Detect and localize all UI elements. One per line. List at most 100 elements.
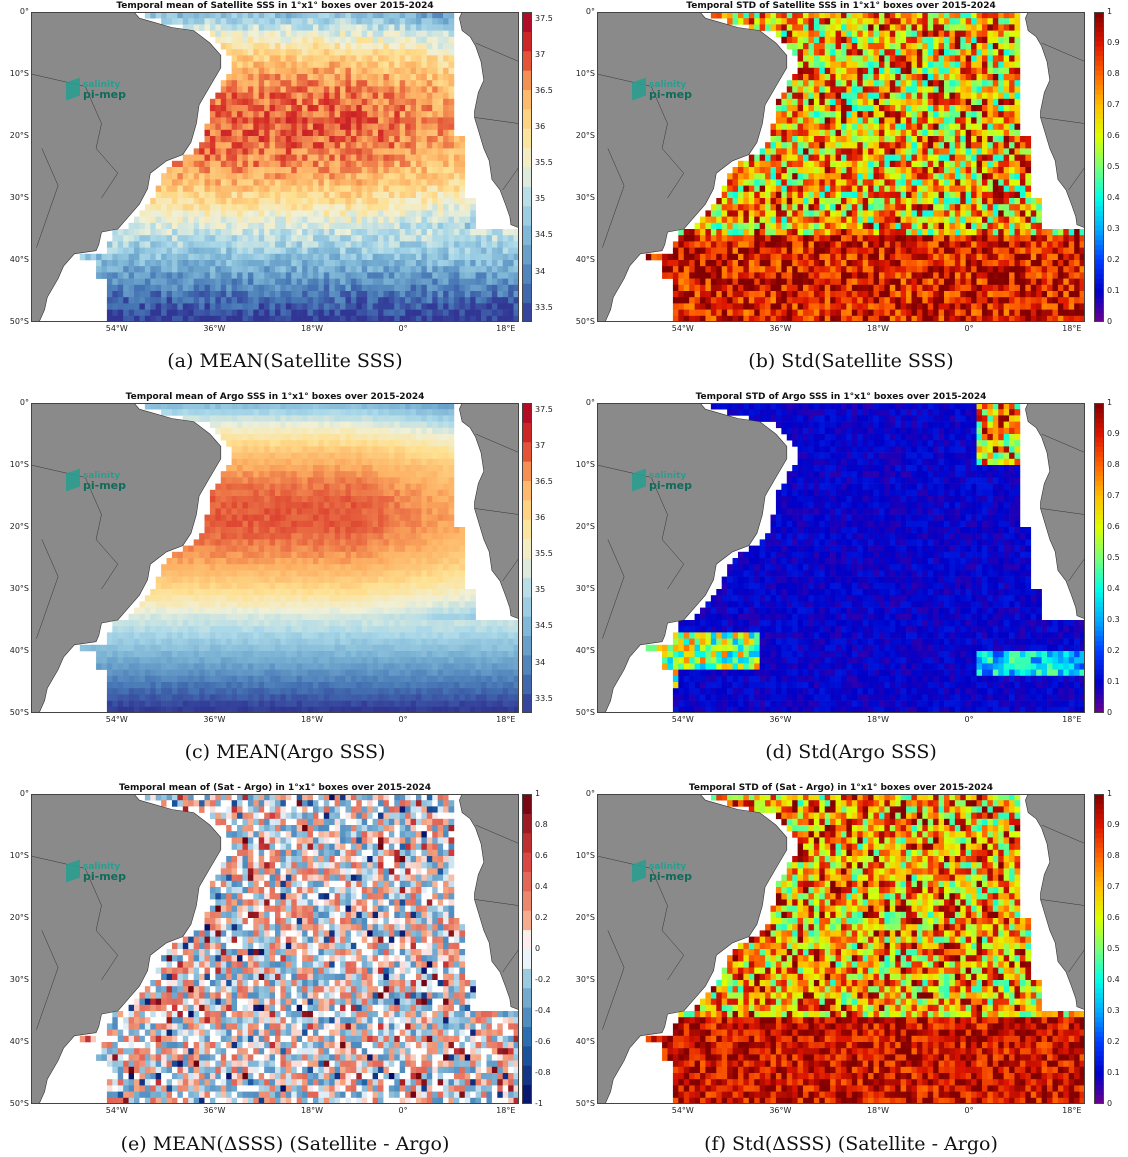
- lon-tick-label: 0°: [964, 715, 974, 724]
- colorbar-tick-label: 0.2: [1107, 646, 1120, 655]
- lat-tick-label: 30°S: [575, 193, 595, 202]
- colorbar-tick-label: 0.3: [1107, 615, 1120, 624]
- country-borders: [31, 42, 519, 248]
- lon-tick-label: 18°E: [1062, 324, 1082, 333]
- lat-tick-label: 50°S: [9, 708, 29, 717]
- land-africa: [1025, 403, 1085, 620]
- colorbar-tick-label: 0.7: [1107, 491, 1120, 500]
- colorbar-c: [522, 403, 532, 713]
- map-frame: [597, 794, 1085, 1104]
- salinity-pi-mep-logo: salinity pi-mep: [632, 859, 693, 884]
- colorbar-tick-label: 0.8: [535, 820, 548, 829]
- logo-mark-icon: [632, 468, 646, 492]
- colorbar-b: [1094, 12, 1104, 322]
- lat-tick-label: 30°S: [575, 975, 595, 984]
- lon-tick-label: 54°W: [671, 324, 694, 333]
- colorbar-tick-label: 0.1: [1107, 1068, 1120, 1077]
- lon-tick-label: 0°: [398, 1106, 408, 1115]
- land-africa: [1025, 12, 1085, 229]
- logo-mark-icon: [632, 859, 646, 883]
- logo-mark-icon: [66, 77, 80, 101]
- panel-caption-a: (a) MEAN(Satellite SSS): [167, 350, 403, 372]
- map-frame: [597, 12, 1085, 322]
- lat-tick-label: 50°S: [9, 1099, 29, 1108]
- lon-tick-label: 54°W: [105, 715, 128, 724]
- lat-tick-label: 40°S: [9, 1037, 29, 1046]
- lat-tick-label: 20°S: [9, 522, 29, 531]
- colorbar-tick-label: 35.5: [535, 158, 553, 168]
- lon-tick-label: 18°W: [866, 1106, 890, 1115]
- panel-title-e: Temporal mean of (Sat - Argo) in 1°x1° b…: [118, 783, 432, 793]
- panel-title-b: Temporal STD of Satellite SSS in 1°x1° b…: [686, 1, 996, 11]
- colorbar-tick-label: 35: [535, 585, 546, 595]
- colorbar-tick-label: -0.8: [535, 1068, 551, 1077]
- data-grid-c: [79, 403, 519, 713]
- lon-tick-label: 18°E: [496, 1106, 516, 1115]
- map-frame: [31, 12, 519, 322]
- lat-tick-label: 20°S: [9, 131, 29, 140]
- colorbar-tick-label: 34: [535, 657, 546, 667]
- panel-caption-e: (e) MEAN(ΔSSS) (Satellite - Argo): [120, 1133, 450, 1155]
- lat-tick-label: 10°S: [575, 69, 595, 78]
- lat-tick-label: 30°S: [9, 193, 29, 202]
- logo-line-2: pi-mep: [649, 870, 693, 883]
- lon-tick-label: 18°W: [866, 715, 890, 724]
- lat-tick-label: 0°: [19, 398, 29, 407]
- panel-title-d: Temporal STD of Argo SSS in 1°x1° boxes …: [695, 392, 987, 402]
- logo-mark-icon: [66, 859, 80, 883]
- lat-tick-label: 10°S: [575, 851, 595, 860]
- colorbar-e: [522, 794, 532, 1104]
- colorbar-tick-label: 36.5: [535, 86, 553, 96]
- salinity-pi-mep-logo: salinity pi-mep: [632, 77, 693, 102]
- data-grid-e: [79, 794, 519, 1104]
- land-africa: [1025, 794, 1085, 1011]
- lat-tick-label: 50°S: [9, 317, 29, 326]
- lat-tick-label: 30°S: [9, 975, 29, 984]
- colorbar-tick-label: 0.7: [1107, 100, 1120, 109]
- country-borders: [597, 433, 1085, 639]
- colorbar-tick-label: 0.4: [1107, 584, 1120, 593]
- colorbar-tick-label: 0.6: [1107, 522, 1120, 531]
- colorbar-tick-label: 0.4: [1107, 193, 1120, 202]
- colorbar-tick-label: 0.5: [1107, 162, 1120, 171]
- logo-mark-icon: [632, 77, 646, 101]
- logo-line-2: pi-mep: [83, 88, 127, 101]
- colorbar-tick-label: 37.5: [535, 405, 553, 415]
- map-panel-c: [31, 403, 519, 713]
- colorbar-tick-label: 1: [535, 789, 541, 798]
- colorbar-tick-label: 1: [1107, 789, 1113, 798]
- lat-tick-label: 30°S: [9, 584, 29, 593]
- data-grid-d: [645, 403, 1085, 713]
- colorbar-tick-label: 0.2: [1107, 1037, 1120, 1046]
- colorbar-tick-label: 0.4: [535, 882, 548, 891]
- lon-tick-label: 54°W: [105, 1106, 128, 1115]
- map-frame: [31, 403, 519, 713]
- colorbar-tick-label: 33.5: [535, 693, 553, 703]
- country-borders: [31, 433, 519, 639]
- colorbar-tick-label: 0: [1107, 317, 1113, 326]
- colorbar-tick-label: 0.1: [1107, 677, 1120, 686]
- lon-tick-label: 18°E: [1062, 1106, 1082, 1115]
- colorbar-tick-label: -1: [535, 1099, 543, 1108]
- lat-tick-label: 0°: [19, 7, 29, 16]
- logo-mark-icon: [66, 468, 80, 492]
- logo-line-2: pi-mep: [649, 88, 693, 101]
- map-panel-f: [597, 794, 1085, 1104]
- logo-line-1: salinity: [83, 862, 121, 872]
- lat-tick-label: 40°S: [575, 255, 595, 264]
- colorbar-tick-label: 0.5: [1107, 944, 1120, 953]
- colorbar-tick-label: 34.5: [535, 621, 553, 631]
- country-borders: [597, 42, 1085, 248]
- lon-tick-label: 0°: [964, 324, 974, 333]
- lon-tick-label: 54°W: [671, 1106, 694, 1115]
- colorbar-d: [1094, 403, 1104, 713]
- lon-tick-label: 0°: [398, 324, 408, 333]
- panel-caption-b: (b) Std(Satellite SSS): [748, 350, 954, 372]
- logo-line-1: salinity: [83, 471, 121, 481]
- colorbar-tick-label: 0.9: [1107, 820, 1120, 829]
- colorbar-tick-label: 35: [535, 194, 546, 204]
- lat-tick-label: 20°S: [575, 913, 595, 922]
- map-frame: [31, 794, 519, 1104]
- panel-title-a: Temporal mean of Satellite SSS in 1°x1° …: [116, 1, 434, 11]
